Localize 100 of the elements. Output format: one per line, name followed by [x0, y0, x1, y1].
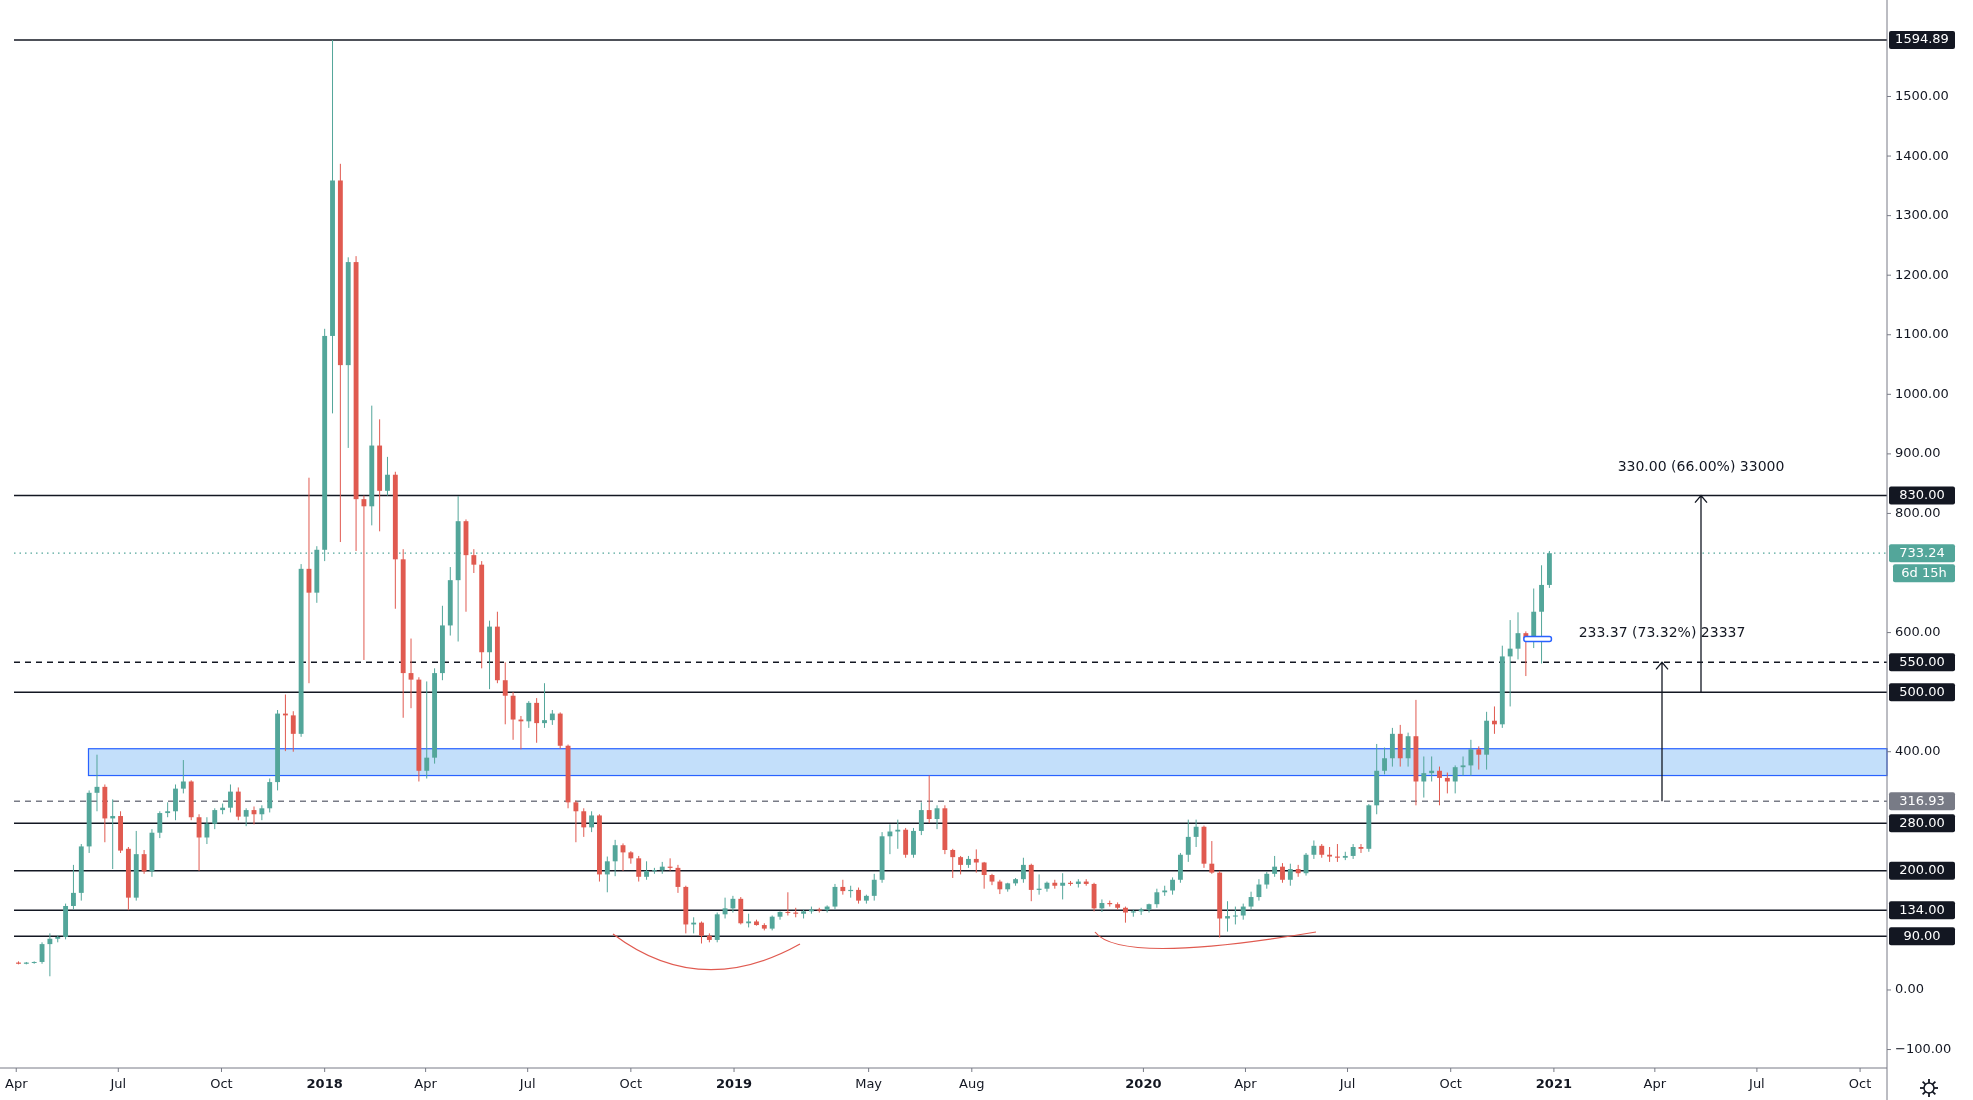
candlestick [911, 827, 916, 859]
candlestick [510, 691, 516, 741]
candlestick [1421, 755, 1427, 799]
candlestick [31, 960, 37, 965]
candlestick [71, 864, 76, 911]
ref-line-label: 1594.89 [1895, 31, 1949, 47]
candlestick [1311, 839, 1317, 860]
y-tick-label: 800.00 [1895, 504, 1941, 520]
candlestick [918, 801, 924, 836]
candlestick [1437, 766, 1442, 806]
candlestick [636, 855, 642, 883]
candlestick [1209, 840, 1215, 875]
candlestick [699, 920, 704, 945]
x-tick-label: Apr [1234, 1076, 1258, 1091]
candlestick [604, 856, 610, 893]
candlestick [1256, 878, 1262, 902]
candlestick [958, 855, 964, 875]
annotation: 330.00 (66.00%) 33000 [1617, 457, 1785, 474]
candlestick [1468, 739, 1474, 777]
x-tick-label: Oct [1439, 1076, 1462, 1091]
y-tick-label: 1100.00 [1895, 326, 1949, 342]
candlestick [581, 807, 587, 838]
x-tick-label: Apr [4, 1076, 29, 1091]
candlestick [1507, 619, 1513, 707]
candlestick [1476, 745, 1482, 771]
ref-line-label: 500.00 [1899, 683, 1945, 699]
candlestick [526, 700, 532, 729]
candlestick [1185, 819, 1191, 863]
x-tick-label: 2020 [1125, 1076, 1162, 1091]
y-tick-label: 1000.00 [1895, 385, 1949, 401]
candlestick [973, 848, 979, 874]
candlestick [204, 816, 210, 845]
x-tick-label: 2019 [715, 1076, 753, 1091]
candlestick [1405, 732, 1411, 768]
candlestick [212, 807, 218, 830]
candlestick [180, 759, 186, 794]
candlestick [1452, 764, 1458, 794]
y-tick-label: 1400.00 [1895, 147, 1949, 163]
ref-line-label: 316.93 [1899, 792, 1945, 808]
y-tick-label: 1200.00 [1895, 266, 1949, 282]
x-tick-label: Oct [1848, 1076, 1872, 1091]
ref-line-label: 90.00 [1903, 927, 1941, 943]
y-tick-label: 0.00 [1895, 981, 1924, 997]
candlestick [228, 783, 233, 813]
candlestick [589, 810, 595, 833]
candlestick [981, 861, 987, 890]
candlestick [1272, 855, 1278, 878]
x-tick-label: Apr [414, 1076, 438, 1091]
candlestick [785, 891, 791, 917]
candlestick [644, 860, 649, 881]
ref-line-label: 830.00 [1899, 487, 1945, 503]
candlestick [1099, 898, 1105, 913]
ref-line-label: 733.24 [1899, 544, 1945, 560]
candlestick [290, 710, 296, 753]
y-tick-label: −100.00 [1895, 1041, 1952, 1057]
ref-line-label: 280.00 [1899, 814, 1945, 830]
ref-line-label: 134.00 [1899, 901, 1945, 917]
y-tick-label: 1500.00 [1895, 88, 1949, 103]
candlestick [950, 848, 956, 879]
y-tick-label: 900.00 [1895, 445, 1941, 461]
candlestick [534, 697, 540, 744]
candlestick [1060, 872, 1066, 900]
candlestick [502, 661, 508, 725]
x-tick-label: May [855, 1076, 883, 1091]
y-tick-label: 400.00 [1895, 743, 1941, 759]
x-tick-label: Apr [1643, 1076, 1667, 1091]
candlestick [1193, 819, 1199, 848]
candlestick [1020, 857, 1026, 884]
candlestick [1287, 863, 1293, 887]
ref-line-label: 550.00 [1899, 653, 1945, 669]
x-tick-label: 2021 [1535, 1076, 1572, 1091]
candlestick [1382, 747, 1387, 775]
text: 6d 15h [1901, 564, 1947, 580]
x-tick-label: Jul [1748, 1076, 1765, 1091]
ref-line-label: 200.00 [1899, 862, 1945, 878]
candlestick [628, 850, 634, 865]
x-tick-label: Oct [619, 1076, 643, 1091]
candlestick [542, 682, 547, 729]
x-tick-label: Jul [518, 1076, 536, 1091]
y-tick-label: 1300.00 [1895, 207, 1949, 223]
candlestick [722, 897, 728, 919]
x-tick-label: Oct [210, 1076, 233, 1091]
candlestick [424, 680, 430, 780]
candlestick [612, 839, 618, 877]
candlestick [871, 873, 877, 902]
candlestick [895, 819, 901, 850]
candlestick [259, 804, 265, 821]
candlestick [47, 932, 53, 977]
candlestick [141, 849, 147, 875]
candlestick [573, 800, 579, 843]
candlestick [385, 456, 390, 497]
candlestick [730, 895, 736, 914]
x-tick-label: Jul [1338, 1076, 1356, 1091]
x-tick-label: 2018 [306, 1076, 343, 1091]
candlestick [173, 783, 178, 821]
candlestick [1280, 862, 1285, 884]
candlestick [471, 548, 477, 574]
candlestick [361, 495, 367, 661]
y-tick-label: 600.00 [1895, 624, 1941, 640]
candlestick [1154, 888, 1160, 909]
